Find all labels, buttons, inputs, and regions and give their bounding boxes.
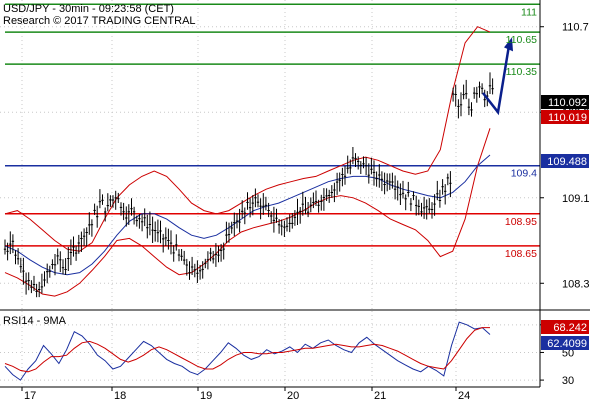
moving-average-line — [4, 154, 491, 276]
price-badges: 110.092 110.019 109.488 — [541, 95, 589, 168]
level-label: 109.4 — [511, 168, 537, 180]
time-tick-label: 17 — [24, 390, 36, 400]
rsi-badge-box — [541, 320, 589, 334]
level-label: 108.95 — [505, 216, 537, 228]
level-label: 110.35 — [506, 66, 537, 78]
price-badge-label: 109.488 — [547, 156, 587, 168]
time-tick-label: 20 — [287, 390, 299, 400]
price-badge-box — [541, 95, 589, 109]
time-tick-label: 24 — [458, 390, 470, 400]
rsi-badge-label: 62.4099 — [547, 338, 587, 350]
price-tick-label: 110.7 — [562, 22, 589, 34]
price-badge-box — [541, 110, 589, 124]
time-tick-label: 19 — [200, 390, 212, 400]
rsi-series — [4, 321, 491, 381]
price-tick-label: 108.3 — [562, 278, 590, 290]
time-tick-label: 21 — [374, 390, 386, 400]
rsi-line — [4, 321, 491, 381]
rsi-title: RSI14 - 9MA — [3, 315, 67, 327]
rsi-tick-label: 30 — [562, 375, 574, 387]
time-axis-ticks: 17 18 19 20 21 24 — [21, 387, 470, 400]
rsi-badges: 68.242 62.4099 — [541, 320, 589, 350]
level-label: 110.65 — [506, 34, 537, 46]
level-label: 111 — [521, 6, 537, 18]
rsi-badge-box — [541, 336, 589, 350]
rsi-gridlines — [0, 311, 540, 387]
level-labels: 111 110.65 110.35 109.4 108.95 108.65 — [505, 6, 537, 260]
bollinger-lower-line — [4, 128, 491, 297]
chart-title: USD/JPY - 30min - 09:23:58 (CET) — [3, 3, 174, 15]
forecast-arrow — [482, 37, 513, 116]
level-label: 108.65 — [505, 248, 537, 260]
price-badge-label: 110.092 — [548, 97, 587, 109]
rsi-tick-label: 50 — [562, 347, 574, 359]
price-badge-label: 110.019 — [548, 112, 587, 124]
rsi-ma-line — [4, 327, 490, 373]
rsi-badge-label: 68.242 — [553, 322, 587, 334]
chart-subtitle: Research © 2017 TRADING CENTRAL — [3, 15, 196, 27]
forecast-arrow-shaft — [482, 45, 511, 116]
time-tick-label: 18 — [114, 390, 126, 400]
forecast-arrow-head — [504, 37, 513, 52]
price-badge-box — [541, 154, 589, 168]
price-candles — [3, 72, 494, 298]
price-tick-label: 109.1 — [562, 193, 590, 205]
